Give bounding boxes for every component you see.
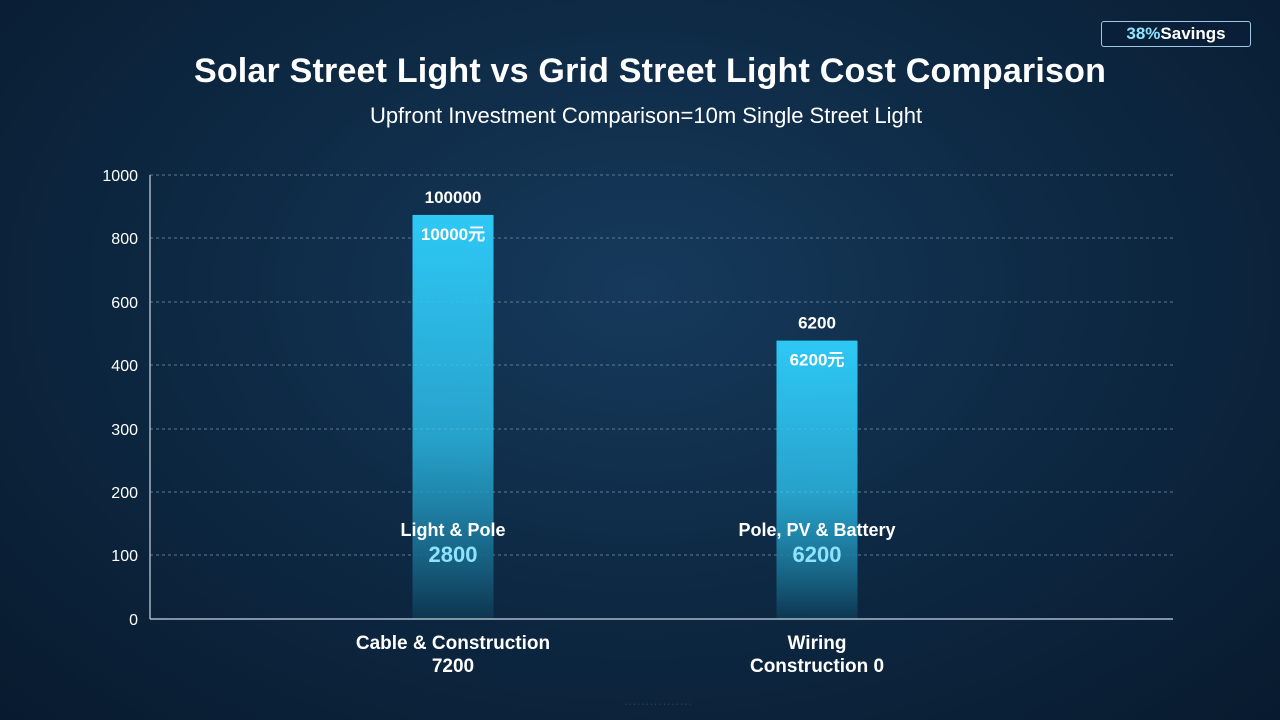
y-tick-label: 300	[111, 422, 138, 439]
bar-segment-label: Pole, PV & Battery	[738, 520, 895, 540]
y-tick-label: 0	[129, 612, 138, 629]
x-category-label: 7200	[432, 656, 474, 677]
y-tick-label: 1000	[102, 168, 138, 185]
y-tick-label: 100	[111, 548, 138, 565]
chart-title: Solar Street Light vs Grid Street Light …	[193, 52, 1107, 90]
y-tick-label: 400	[111, 358, 138, 375]
bar-inner-label: 10000元	[421, 225, 485, 244]
bar-segment-value: 6200	[793, 542, 842, 567]
x-category-label: Wiring	[788, 633, 847, 654]
y-tick-label: 800	[111, 231, 138, 248]
chart-subtitle: Upfront Investment Comparison=10m Single…	[369, 103, 923, 128]
bar-segment-value: 2800	[429, 542, 478, 567]
bar	[412, 214, 494, 619]
y-tick-label: 200	[111, 485, 138, 502]
bar-segment-label: Light & Pole	[401, 520, 506, 540]
bar-top-label: 6200	[798, 314, 836, 333]
savings-label: Savings	[1160, 24, 1226, 43]
bar-inner-label: 6200元	[790, 351, 845, 370]
x-category-label: Construction 0	[750, 656, 884, 677]
savings-percent: 38%	[1126, 24, 1161, 43]
bar	[776, 340, 858, 619]
footer-watermark: · · · · · · · · · · · · · · · ·	[624, 701, 692, 708]
bar-top-label: 100000	[425, 188, 482, 207]
x-category-label: Cable & Construction	[356, 633, 550, 654]
savings-badge: 38% Savings	[1101, 21, 1251, 47]
y-tick-label: 600	[111, 295, 138, 312]
